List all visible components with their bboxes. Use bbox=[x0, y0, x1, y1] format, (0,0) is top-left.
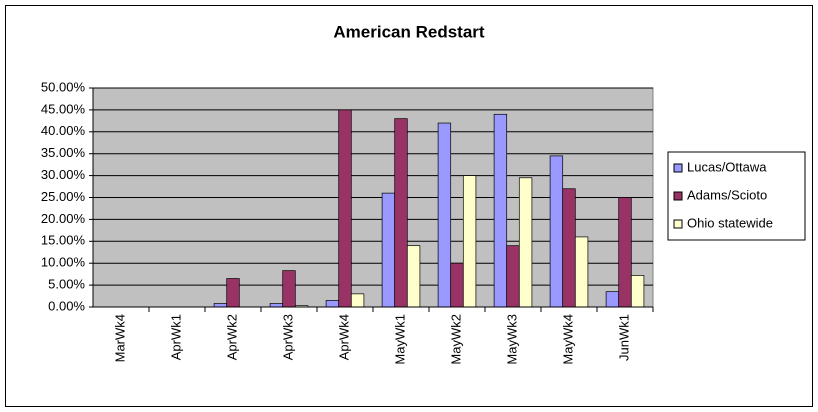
x-tick-label: MayWk3 bbox=[504, 314, 519, 365]
x-tick-label: MayWk1 bbox=[392, 314, 407, 365]
x-tick-label: MayWk2 bbox=[448, 314, 463, 365]
bar bbox=[618, 197, 632, 308]
y-tick-label: 45.00% bbox=[41, 101, 86, 116]
x-tick-label: JunWk1 bbox=[616, 314, 631, 361]
bar bbox=[282, 270, 296, 308]
legend-box bbox=[667, 151, 806, 241]
y-tick-label: 35.00% bbox=[41, 145, 86, 160]
bar bbox=[493, 113, 508, 308]
y-tick-label: 25.00% bbox=[41, 189, 86, 204]
bar bbox=[325, 300, 340, 308]
x-tick-label: AprWk1 bbox=[168, 314, 183, 360]
bar bbox=[574, 236, 589, 308]
y-tick-label: 50.00% bbox=[41, 79, 86, 94]
legend-swatch bbox=[673, 163, 683, 173]
legend-label: Adams/Scioto bbox=[687, 187, 767, 202]
bar bbox=[406, 245, 421, 308]
bar bbox=[381, 192, 396, 308]
x-tick-label: MarWk4 bbox=[112, 314, 127, 362]
bar bbox=[394, 118, 408, 308]
y-tick-label: 5.00% bbox=[48, 277, 85, 292]
bar bbox=[518, 177, 533, 308]
bar bbox=[350, 293, 365, 308]
y-tick-label: 10.00% bbox=[41, 255, 86, 270]
y-tick-label: 15.00% bbox=[41, 233, 86, 248]
y-tick-label: 20.00% bbox=[41, 211, 86, 226]
legend-swatch bbox=[673, 219, 683, 229]
bar bbox=[562, 188, 576, 308]
bar bbox=[437, 122, 452, 308]
bar bbox=[462, 175, 477, 308]
bar bbox=[338, 109, 352, 308]
bar bbox=[630, 275, 645, 308]
bar bbox=[226, 278, 240, 308]
bar bbox=[605, 291, 620, 308]
y-tick-label: 40.00% bbox=[41, 123, 86, 138]
chart-title: American Redstart bbox=[333, 22, 485, 41]
x-tick-label: AprWk4 bbox=[336, 314, 351, 360]
legend-label: Ohio statewide bbox=[687, 215, 773, 230]
bar bbox=[269, 303, 284, 308]
bar bbox=[450, 262, 464, 308]
bar bbox=[549, 155, 564, 308]
bar bbox=[213, 303, 228, 308]
bar bbox=[506, 245, 520, 308]
x-tick-label: MayWk4 bbox=[560, 314, 575, 365]
legend-swatch bbox=[673, 191, 683, 201]
y-tick-label: 30.00% bbox=[41, 167, 86, 182]
x-tick-label: AprWk3 bbox=[280, 314, 295, 360]
y-tick-label: 0.00% bbox=[48, 298, 85, 313]
x-tick-label: AprWk2 bbox=[224, 314, 239, 360]
legend-label: Lucas/Ottawa bbox=[687, 159, 767, 174]
